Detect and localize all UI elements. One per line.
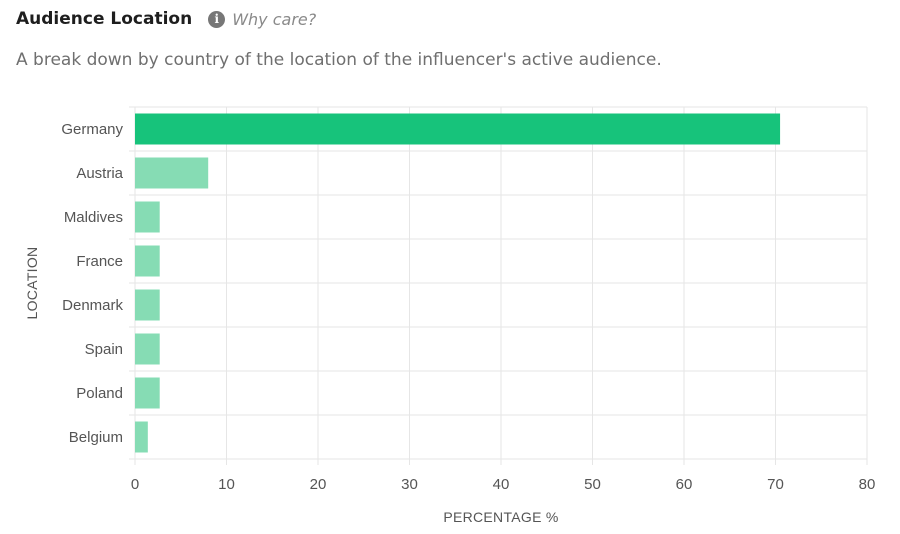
bar-denmark[interactable] bbox=[135, 289, 160, 321]
x-tick-label: 0 bbox=[131, 476, 139, 493]
y-axis-title: LOCATION bbox=[24, 247, 40, 320]
category-label: Spain bbox=[85, 341, 123, 358]
x-tick-label: 50 bbox=[584, 476, 601, 493]
category-label: Austria bbox=[76, 165, 123, 182]
section-header: Audience Location i Why care? bbox=[16, 6, 316, 32]
bar-maldives[interactable] bbox=[135, 201, 160, 233]
bar-belgium[interactable] bbox=[135, 421, 148, 453]
bar-spain[interactable] bbox=[135, 333, 160, 365]
category-label: Germany bbox=[61, 121, 123, 138]
bar-germany[interactable] bbox=[135, 113, 781, 145]
bar-austria[interactable] bbox=[135, 157, 209, 189]
section-title: Audience Location bbox=[16, 9, 193, 29]
why-care-label: Why care? bbox=[232, 9, 317, 29]
x-tick-label: 20 bbox=[310, 476, 327, 493]
chart-grid bbox=[129, 106, 868, 465]
category-label: France bbox=[76, 253, 123, 270]
x-tick-label: 70 bbox=[767, 476, 784, 493]
x-tick-label: 60 bbox=[676, 476, 693, 493]
bar-poland[interactable] bbox=[135, 377, 160, 409]
location-bar-chart: Germany Austria Maldives France Denmark Spain… bbox=[24, 106, 876, 525]
category-label: Denmark bbox=[62, 297, 123, 314]
info-circle-icon: i bbox=[208, 10, 226, 28]
category-labels: Germany Austria Maldives France Denmark Spain… bbox=[61, 121, 123, 446]
category-label: Maldives bbox=[64, 209, 123, 226]
why-care-link[interactable]: i Why care? bbox=[208, 10, 316, 29]
x-tick-label: 30 bbox=[401, 476, 418, 493]
x-tick-label: 80 bbox=[859, 476, 876, 493]
x-tick-label: 40 bbox=[493, 476, 510, 493]
x-tick-labels: 0 10 20 30 40 50 60 70 80 bbox=[131, 476, 876, 493]
category-label: Poland bbox=[76, 385, 123, 402]
category-label: Belgium bbox=[69, 429, 123, 446]
section-subtitle: A break down by country of the location … bbox=[16, 50, 662, 70]
x-axis-title: PERCENTAGE % bbox=[443, 509, 558, 525]
chart-bars bbox=[135, 113, 781, 453]
bar-france[interactable] bbox=[135, 245, 160, 277]
x-tick-label: 10 bbox=[218, 476, 235, 493]
